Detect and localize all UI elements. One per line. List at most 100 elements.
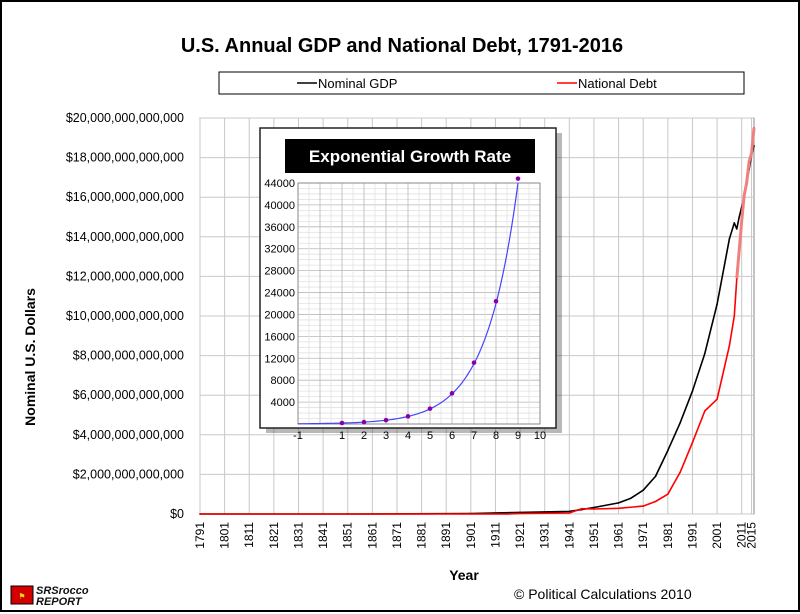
debt-point xyxy=(733,315,736,317)
inset-title-box xyxy=(285,139,535,173)
inset-point xyxy=(471,360,477,365)
x-tick-label: 1981 xyxy=(661,522,675,549)
x-tick-label: 1791 xyxy=(193,522,207,549)
debt-point xyxy=(642,505,644,507)
x-tick-label: 2015 xyxy=(745,522,759,549)
inset-point xyxy=(493,299,499,304)
y-tick-label: $4,000,000,000,000 xyxy=(73,428,184,442)
y-tick-label: $8,000,000,000,000 xyxy=(73,349,184,363)
x-tick-label: 1821 xyxy=(267,522,281,549)
inset-y-tick-label: 16000 xyxy=(264,331,295,343)
credit-text: © Political Calculations 2010 xyxy=(514,586,692,602)
inset-x-tick-label: 5 xyxy=(427,430,433,442)
gdp-point xyxy=(654,475,657,478)
x-tick-label: 1931 xyxy=(538,522,552,549)
x-tick-label: 1921 xyxy=(513,522,527,549)
gdp-point xyxy=(691,390,694,393)
debt-point xyxy=(383,513,386,515)
inset-series-layer xyxy=(297,176,521,426)
gdp-point xyxy=(642,489,644,492)
inset-y-axis: 4000 8000 12000 16000 20000 24000 28000 32000 36… xyxy=(264,178,295,409)
legend-label-gdp: Nominal GDP xyxy=(318,76,397,91)
gdp-point xyxy=(738,216,741,218)
inset-y-tick-label: 28000 xyxy=(264,266,295,278)
x-tick-label: 1811 xyxy=(242,522,256,548)
debt-point xyxy=(728,344,731,347)
debt-recent-highlight xyxy=(735,127,756,279)
y-tick-label: $20,000,000,000,000 xyxy=(66,111,184,125)
x-tick-label: 1881 xyxy=(415,522,429,549)
debt-point xyxy=(580,507,583,510)
legend: Nominal GDP National Debt xyxy=(218,71,745,95)
y-tick-label: $10,000,000,000,000 xyxy=(66,309,184,323)
inset-y-tick-label: 40000 xyxy=(264,200,295,212)
logo-icon-glyph: ⚑ xyxy=(18,592,25,601)
y-tick-label: $2,000,000,000,000 xyxy=(73,467,184,481)
logo-icon xyxy=(10,585,34,605)
inset-x-tick-label: 1 xyxy=(339,430,345,442)
inset-y-tick-label: 24000 xyxy=(264,288,295,300)
inset-y-tick-label: 8000 xyxy=(271,375,295,387)
inset-point xyxy=(383,417,389,423)
x-tick-label: 1911 xyxy=(488,522,502,548)
debt-point xyxy=(506,513,509,515)
srsrocco-logo: ⚑ SRSrocco REPORT xyxy=(10,585,89,608)
x-tick-label: 2001 xyxy=(710,522,724,549)
inset-plot-border xyxy=(297,182,541,425)
inset-point xyxy=(405,414,411,419)
logo-line2: REPORT xyxy=(36,596,83,608)
gdp-point xyxy=(667,449,669,452)
y-tick-label: $18,000,000,000,000 xyxy=(66,151,184,165)
legend-box xyxy=(218,71,745,95)
x-tick-label: 2011 xyxy=(735,522,749,548)
inset-y-tick-label: 44000 xyxy=(264,178,295,190)
x-tick-label: 1851 xyxy=(341,522,355,549)
inset-x-tick-label: 7 xyxy=(471,430,477,442)
y-tick-label: $0 xyxy=(170,507,184,521)
debt-point xyxy=(716,398,718,400)
x-tick-label: 1951 xyxy=(587,522,601,549)
legend-label-debt: National Debt xyxy=(578,76,657,91)
x-axis: 1791 1801 1811 1821 1831 1841 1851 1861 1871 1881… xyxy=(193,522,759,549)
inset-point xyxy=(361,419,367,425)
gdp-point xyxy=(728,237,731,240)
x-tick-label: 1801 xyxy=(218,522,232,549)
y-axis: $0 $2,000,000,000,000 $4,000,000,000,000 $6… xyxy=(66,111,184,521)
inset-x-tick-label: 2 xyxy=(361,430,367,442)
x-tick-label: 1971 xyxy=(636,522,650,549)
logo-line1: SRSrocco xyxy=(36,585,89,597)
x-tick-label: 1941 xyxy=(562,522,576,549)
inset-point xyxy=(427,406,433,411)
x-tick-label: 1991 xyxy=(685,522,699,549)
x-axis-title: Year xyxy=(449,567,479,583)
inset-x-tick-label: 6 xyxy=(449,430,455,442)
y-tick-label: $12,000,000,000,000 xyxy=(66,269,184,283)
gdp-point xyxy=(593,506,595,509)
y-tick-label: $14,000,000,000,000 xyxy=(66,230,184,244)
inset-y-tick-label: 36000 xyxy=(264,222,295,234)
inset-x-tick-label: 8 xyxy=(493,430,499,442)
debt-point xyxy=(691,441,694,444)
inset-x-tick-label: 9 xyxy=(515,430,521,442)
inset-point xyxy=(339,420,345,426)
inset-point xyxy=(449,391,455,396)
debt-point xyxy=(654,500,657,503)
x-tick-label: 1891 xyxy=(439,522,453,549)
debt-point xyxy=(703,410,706,412)
series-layer xyxy=(199,127,756,515)
inset-point xyxy=(515,176,521,181)
inset-y-tick-label: 32000 xyxy=(264,244,295,256)
inset-y-tick-label: 20000 xyxy=(264,309,295,321)
inset-x-tick-label: -1 xyxy=(293,430,303,442)
x-tick-label: 1961 xyxy=(612,522,626,549)
gdp-point xyxy=(733,222,736,224)
gdp-point xyxy=(703,352,706,355)
y-tick-label: $16,000,000,000,000 xyxy=(66,190,184,204)
debt-point xyxy=(568,512,571,514)
gdp-point xyxy=(679,422,681,424)
debt-point xyxy=(667,493,669,496)
inset-chart: Exponential Growth Rate 4000 8000 12000 160… xyxy=(259,127,562,442)
debt-point xyxy=(199,513,201,515)
